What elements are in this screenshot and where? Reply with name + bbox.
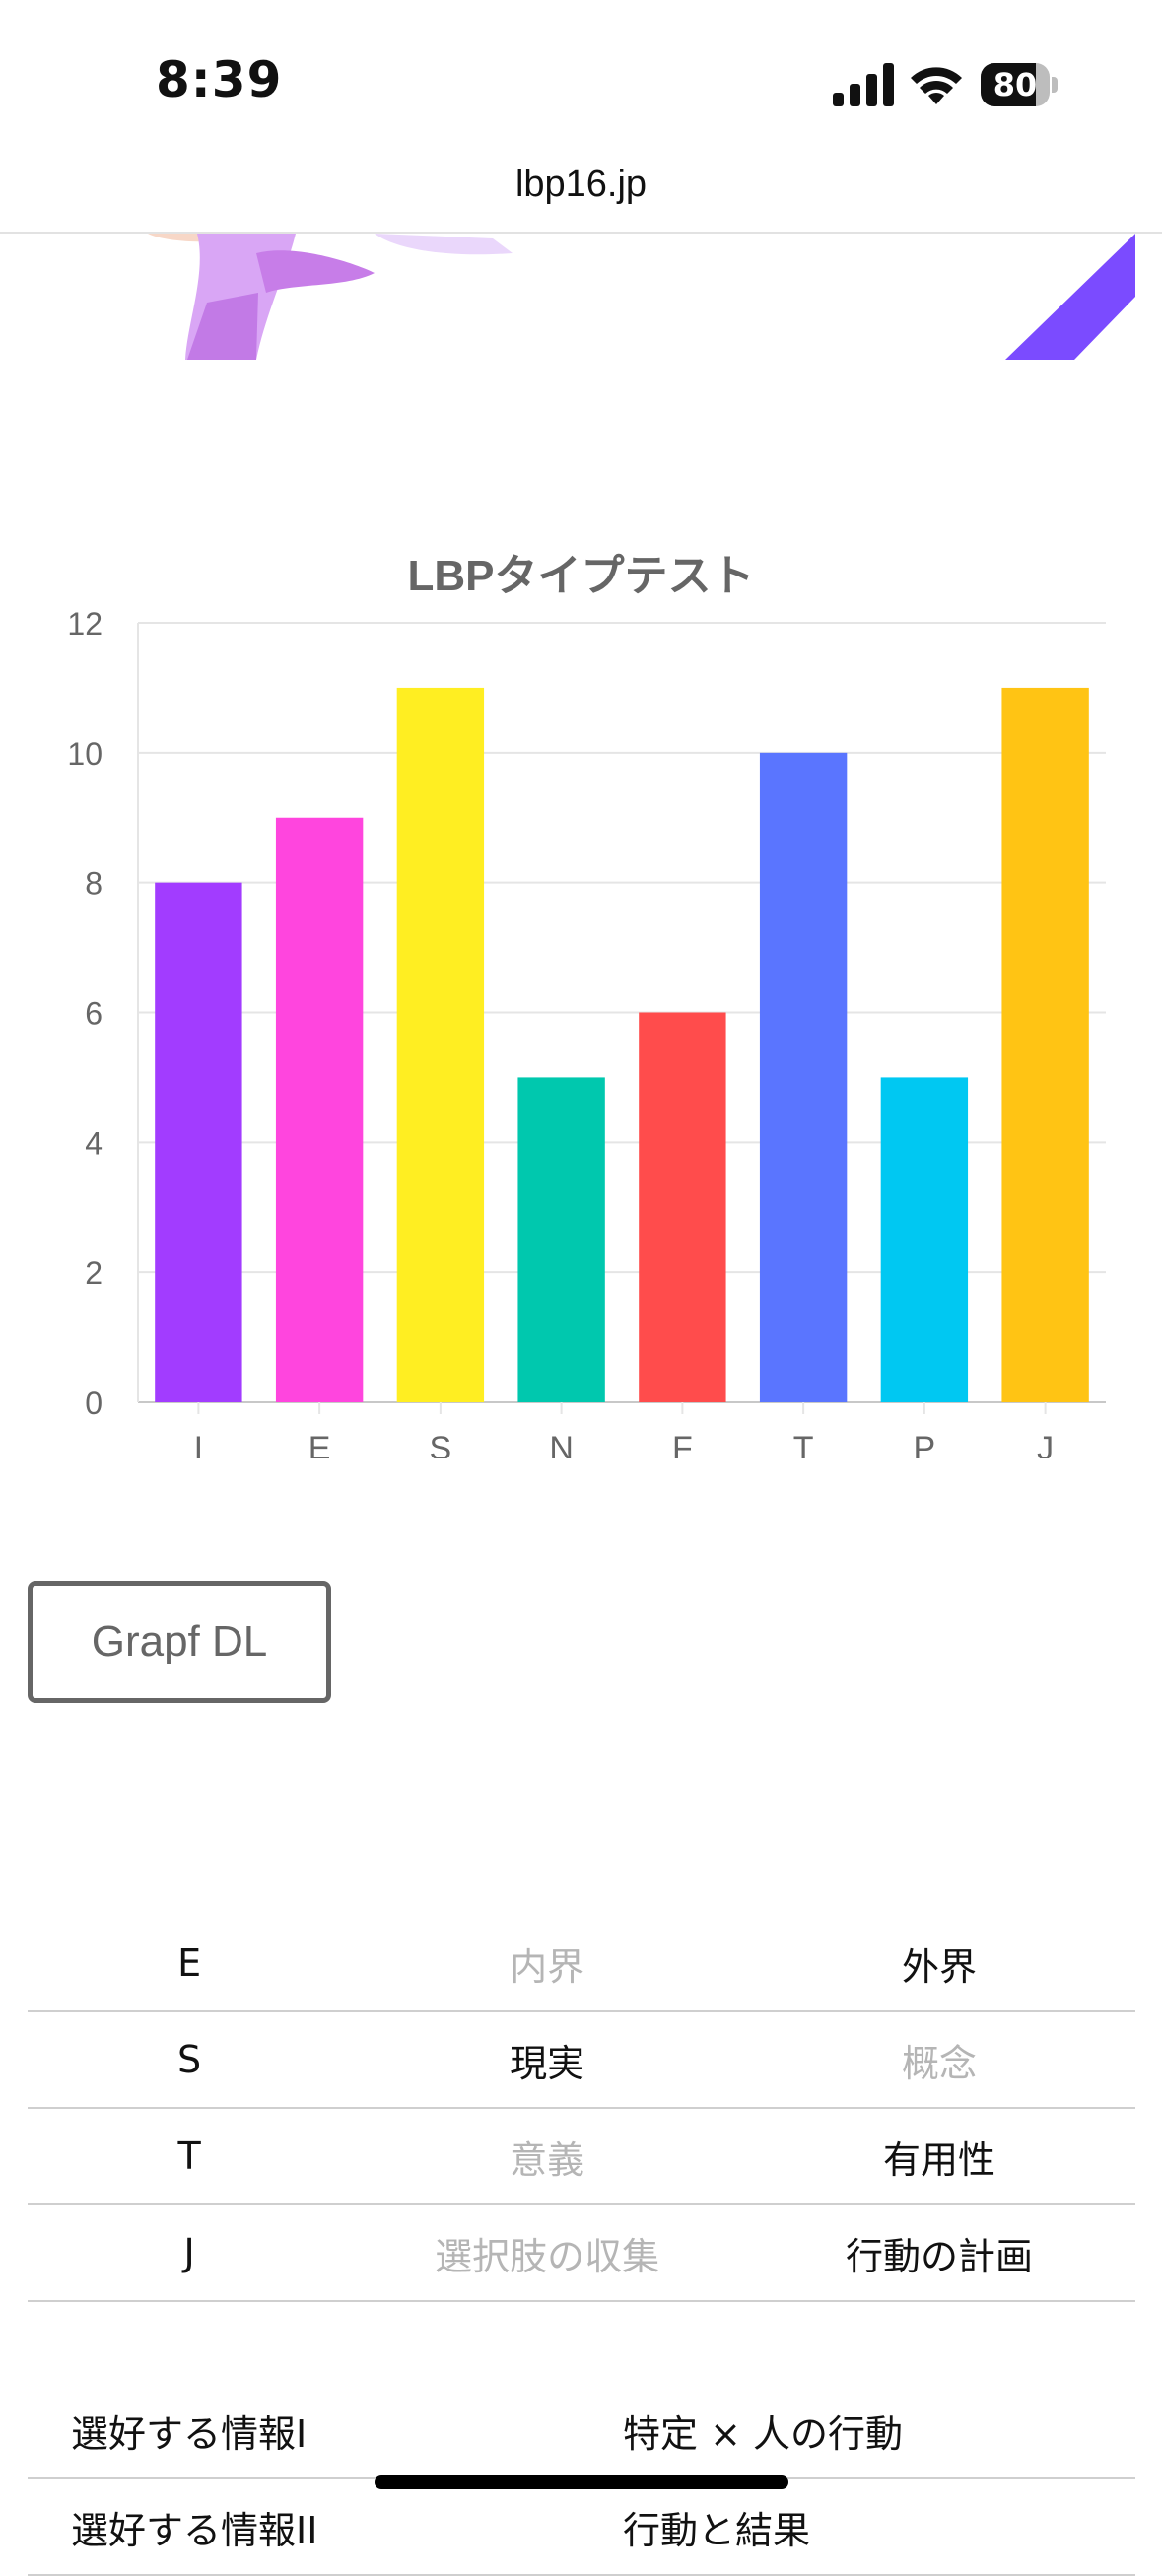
bar-T xyxy=(759,752,848,1402)
x-tick-label: F xyxy=(672,1430,693,1458)
chart-plot: 0 2 4 6 8 10 12 I E S N F T P J xyxy=(67,606,1106,1458)
status-time: 8:39 xyxy=(156,51,283,108)
chart-title: LBPタイプテスト xyxy=(407,552,755,600)
bar-J xyxy=(1001,687,1089,1402)
type-option-left: 内界 xyxy=(351,1916,744,2012)
y-tick-label: 10 xyxy=(67,736,103,772)
graph-download-button[interactable]: Grapf DL xyxy=(28,1581,331,1703)
bar-I xyxy=(155,882,242,1402)
type-option-left: 意義 xyxy=(351,2108,744,2205)
x-tick-label: I xyxy=(194,1430,203,1458)
cellular-signal-icon xyxy=(833,63,894,106)
x-tick-label: S xyxy=(430,1430,452,1458)
y-tick-label: 6 xyxy=(85,996,103,1032)
y-tick-label: 4 xyxy=(85,1125,103,1161)
y-tick-label: 12 xyxy=(67,606,103,642)
bar-P xyxy=(880,1077,969,1402)
type-option-right: 外界 xyxy=(743,1916,1135,2012)
y-tick-label: 8 xyxy=(85,866,103,902)
x-tick-label: N xyxy=(549,1430,574,1458)
type-letter: S xyxy=(28,2011,352,2109)
info-value: 特定 × 人の行動 xyxy=(603,2383,1135,2479)
bar-E xyxy=(275,817,364,1402)
url-text[interactable]: lbp16.jp xyxy=(514,164,648,205)
info-label: 選好する情報II xyxy=(28,2478,603,2576)
battery-icon: 80 xyxy=(981,63,1059,106)
type-option-right: 概念 xyxy=(743,2011,1135,2109)
type-option-right: 有用性 xyxy=(743,2108,1135,2205)
home-indicator xyxy=(375,2475,788,2489)
type-row: J 選択肢の収集 行動の計画 xyxy=(28,2204,1135,2302)
x-tick-label: T xyxy=(793,1430,814,1458)
type-letter: T xyxy=(28,2108,352,2205)
type-row: T 意義 有用性 xyxy=(28,2108,1135,2205)
status-bar: 8:39 80 xyxy=(0,0,1162,148)
y-tick-label: 0 xyxy=(85,1386,103,1421)
x-tick-label: E xyxy=(308,1430,331,1458)
type-letter: E xyxy=(28,1916,352,2012)
info-row: 選好する情報I 特定 × 人の行動 xyxy=(28,2383,1135,2479)
bar-N xyxy=(517,1077,605,1402)
type-option-right: 行動の計画 xyxy=(743,2204,1135,2302)
bar-S xyxy=(396,687,485,1402)
type-option-left: 選択肢の収集 xyxy=(351,2204,744,2302)
battery-percent: 80 xyxy=(992,66,1038,103)
type-row: S 現実 概念 xyxy=(28,2011,1135,2109)
hero-illustration xyxy=(148,234,1135,360)
info-row: 選好する情報II 行動と結果 xyxy=(28,2478,1135,2576)
x-tick-label: P xyxy=(914,1430,936,1458)
bar-chart: LBPタイプテスト 0 2 4 6 8 10 12 I E S N F T P J xyxy=(0,512,1162,1458)
type-table: E 内界 外界 S 現実 概念 T 意義 有用性 J 選択肢の収集 行動の計画 xyxy=(28,1916,1135,2302)
y-tick-label: 2 xyxy=(85,1255,103,1291)
x-tick-label: J xyxy=(1037,1430,1054,1458)
info-value: 行動と結果 xyxy=(603,2478,1135,2576)
type-row: E 内界 外界 xyxy=(28,1916,1135,2012)
type-option-left: 現実 xyxy=(351,2011,744,2109)
bar-F xyxy=(639,1012,726,1402)
wifi-icon xyxy=(911,67,962,104)
address-bar[interactable]: lbp16.jp xyxy=(0,148,1162,234)
type-letter: J xyxy=(28,2204,352,2302)
info-label: 選好する情報I xyxy=(28,2383,603,2479)
